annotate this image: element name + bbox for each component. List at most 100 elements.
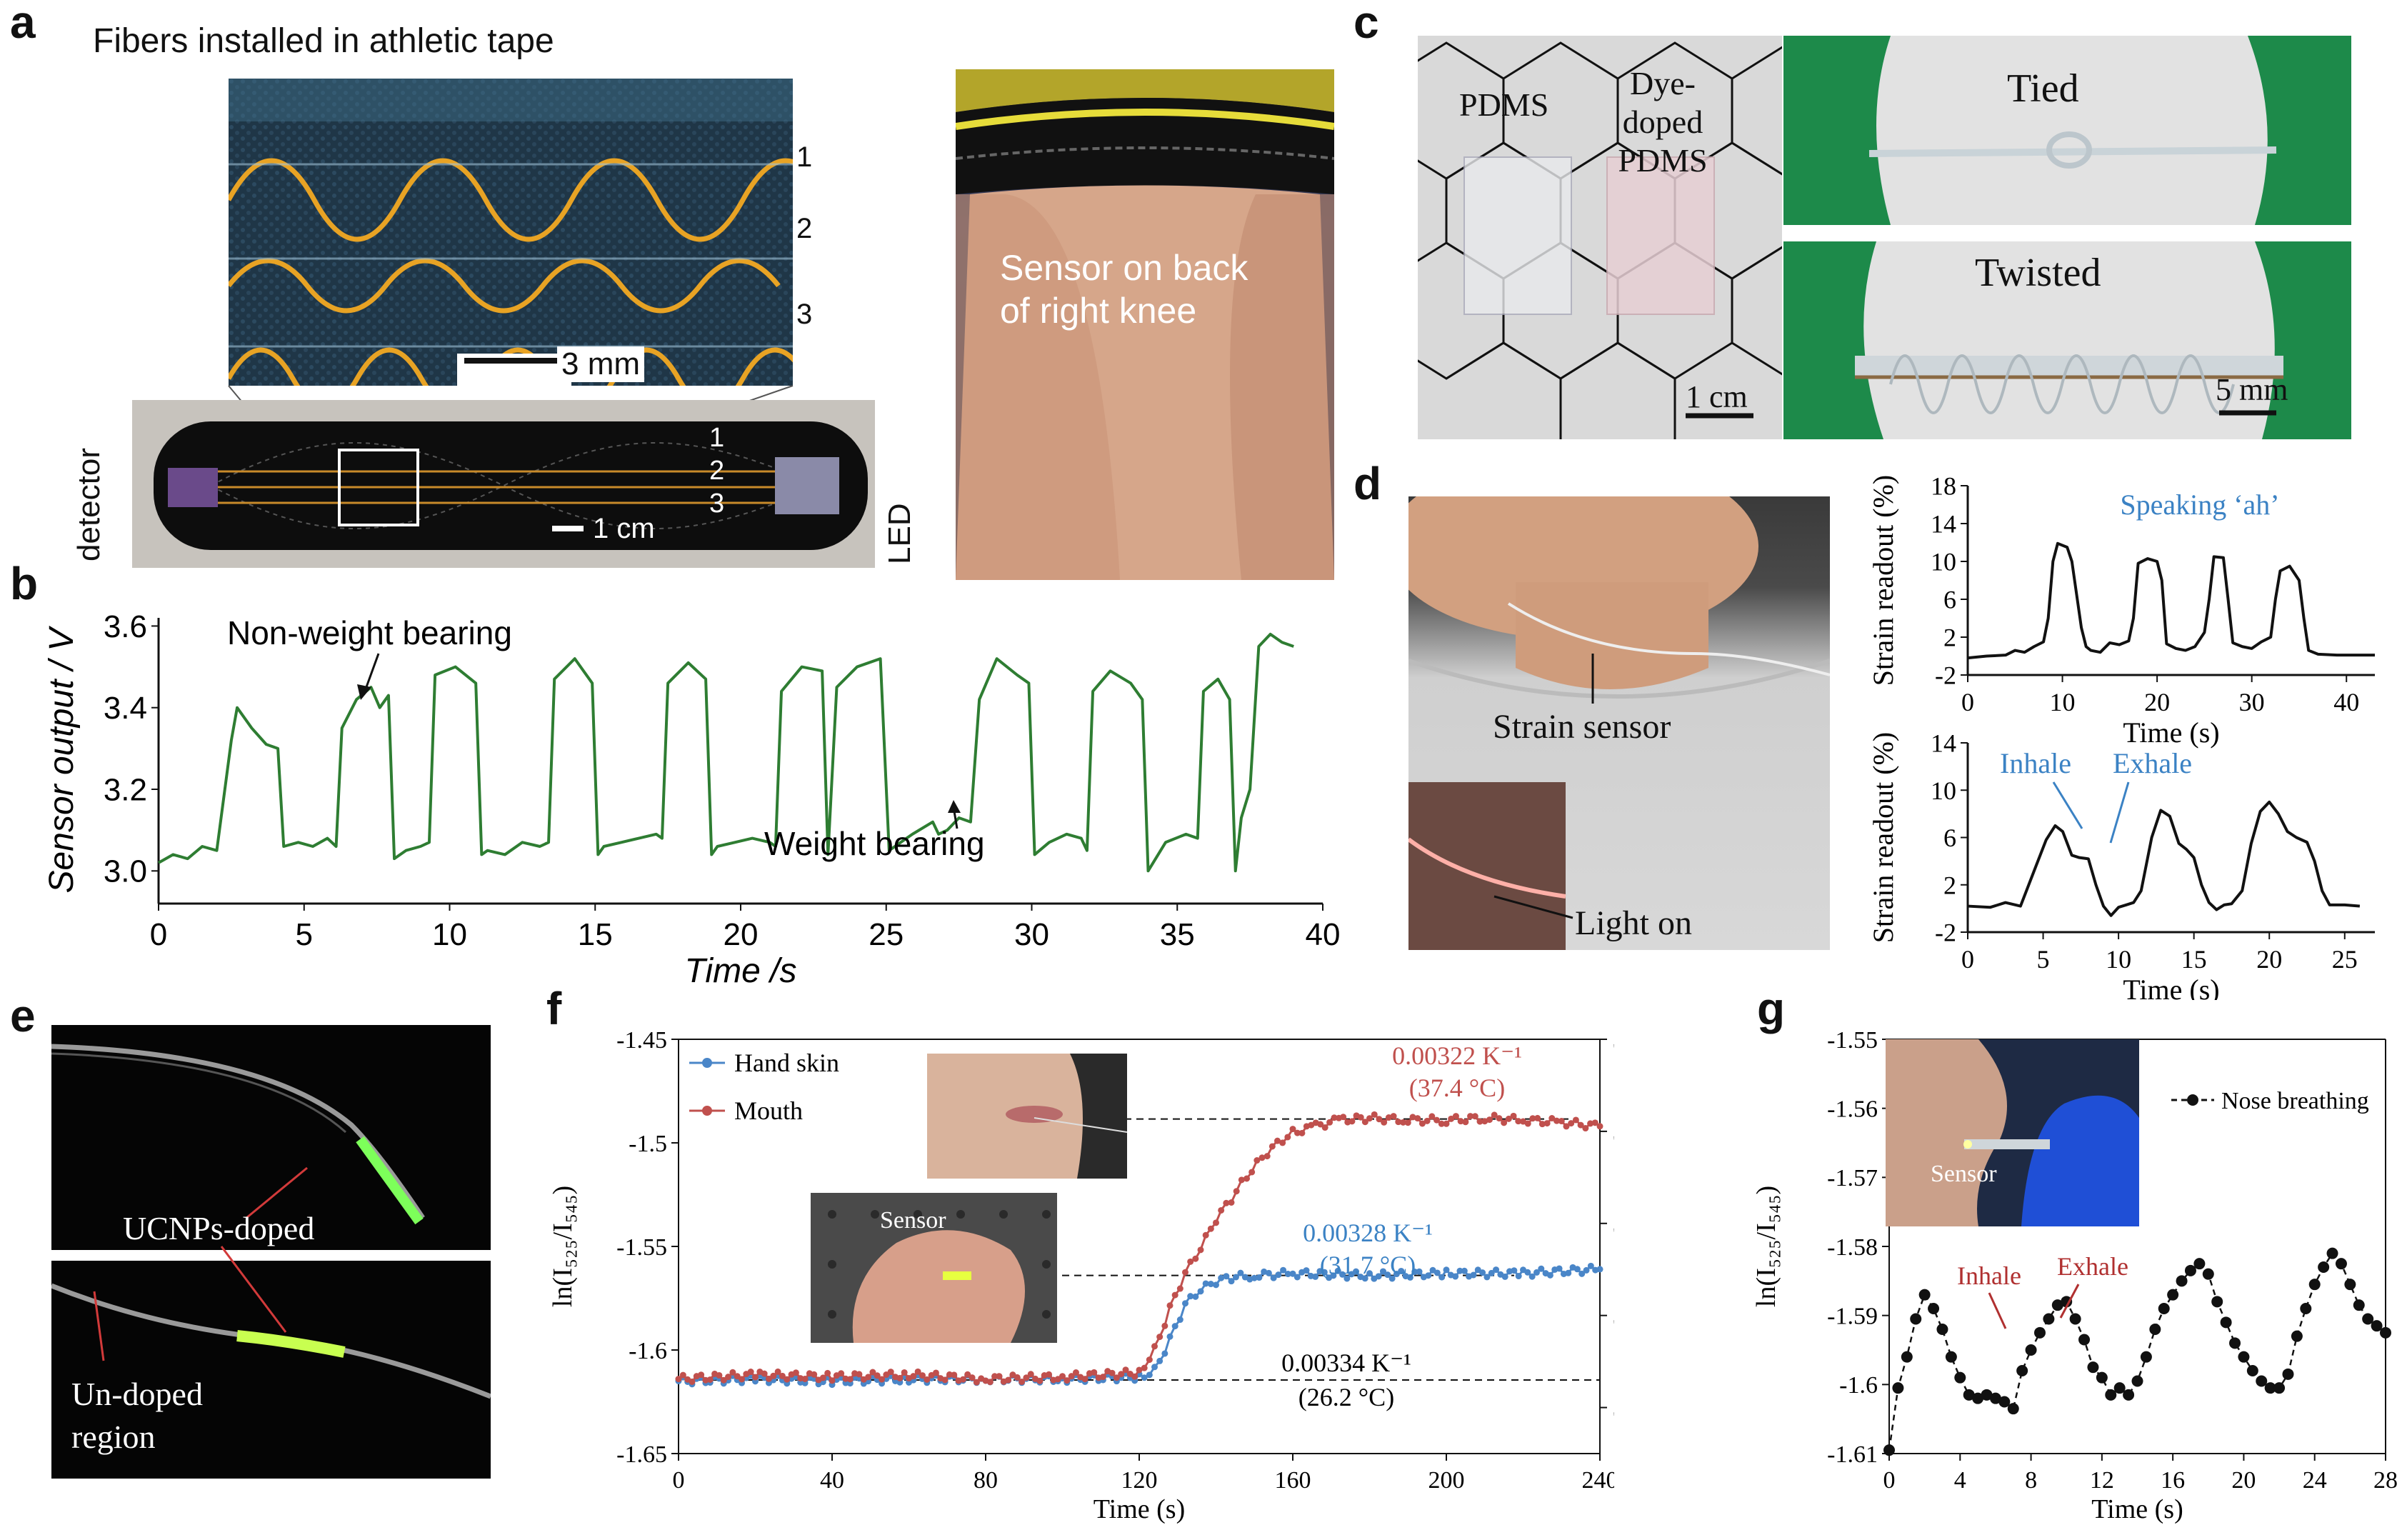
hand-skin-point	[1425, 1272, 1432, 1279]
nose-breathing-point	[2291, 1330, 2303, 1342]
mouth-point	[1136, 1366, 1143, 1374]
annotation-mouth-temp: (37.4 °C)	[1409, 1074, 1505, 1102]
hand-skin-point	[1375, 1273, 1382, 1280]
nose-breathing-point	[2087, 1361, 2099, 1374]
y-axis-label: ln(I₅₂₅/I₅₄₅)	[548, 1186, 578, 1307]
mouth-point	[1243, 1175, 1250, 1182]
x-tick-label: 28	[2373, 1467, 2398, 1494]
nose-breathing-point	[1936, 1324, 1948, 1335]
hand-skin-point	[1416, 1268, 1423, 1275]
legend-marker-hand	[702, 1058, 712, 1068]
hand-skin-point	[1411, 1268, 1418, 1275]
nose-breathing-point	[2229, 1337, 2241, 1349]
mouth-point	[959, 1376, 966, 1383]
mouth-point	[1187, 1258, 1194, 1265]
hand-skin-point	[1515, 1273, 1522, 1280]
nose-breathing-point	[1892, 1382, 1904, 1394]
x-tick-label: 30	[2239, 688, 2265, 716]
mouth-point	[1166, 1302, 1174, 1309]
mouth-point	[734, 1373, 741, 1380]
y-tick-label: -1.6	[1839, 1372, 1878, 1399]
nose-breathing-point	[2105, 1389, 2117, 1401]
x-tick-label: 8	[2025, 1467, 2037, 1494]
y-tick-label: -1.61	[1827, 1441, 1878, 1468]
mouth-point	[924, 1376, 931, 1383]
mouth-point	[1151, 1343, 1158, 1350]
x-tick-label: 0	[1883, 1467, 1896, 1494]
nose-breathing-point	[2158, 1303, 2170, 1314]
mouth-point	[1587, 1120, 1594, 1127]
mouth-point	[1510, 1112, 1517, 1119]
hand-skin-point	[1237, 1269, 1244, 1276]
mouth-point	[1395, 1119, 1402, 1126]
mouth-point	[1059, 1373, 1066, 1380]
sensor-output-line	[158, 632, 1294, 873]
y2-tick-label: 3.227	[1613, 1119, 1614, 1146]
nose-breathing-point	[1910, 1313, 1922, 1325]
hand-skin-point	[1213, 1281, 1219, 1289]
x-tick-label: 16	[2161, 1467, 2185, 1494]
mouth-point	[1486, 1116, 1493, 1124]
hand-skin-point	[1456, 1267, 1463, 1274]
hand-skin-point	[1197, 1288, 1204, 1295]
annotation-inhale: Inhale	[2000, 747, 2071, 779]
light-on-label: Light on	[1575, 904, 1692, 942]
knee-photo	[956, 69, 1334, 580]
y-tick-label: 2	[1943, 871, 1956, 899]
dye-doped-label: Dye-doped PDMS	[1618, 65, 1708, 179]
annotation-exhale: Exhale	[2057, 1252, 2128, 1281]
nose-breathing-point	[2335, 1258, 2347, 1270]
panel-label-e: e	[10, 990, 36, 1041]
mouth-point	[706, 1376, 714, 1383]
mouth-point	[910, 1373, 917, 1380]
mouth-point	[896, 1374, 904, 1381]
nose-breathing-point	[2282, 1368, 2294, 1380]
tape-num-1: 1	[709, 423, 725, 453]
mouth-point	[747, 1369, 754, 1376]
hand-skin-point	[1578, 1270, 1586, 1277]
x-tick-label: 200	[1428, 1467, 1465, 1494]
hand-skin-point	[1176, 1316, 1184, 1324]
nose-breathing-point	[1963, 1389, 1975, 1401]
y-axis-label: Sensor output / V	[43, 626, 81, 894]
mouth-point	[1118, 1371, 1125, 1378]
mouth-point	[1438, 1120, 1445, 1127]
knee-caption: Sensor on back of right knee	[1000, 248, 1248, 331]
annotation-speaking: Speaking ‘ah’	[2120, 489, 2279, 521]
mouth-point	[1023, 1374, 1030, 1381]
mouth-point	[1099, 1374, 1106, 1381]
annotation-hand-temp: (31.7 °C)	[1320, 1251, 1416, 1279]
hand-skin-point	[1433, 1269, 1441, 1276]
twisted-label: Twisted	[1975, 251, 2101, 295]
hand-skin-point	[1443, 1266, 1450, 1274]
mouth-point	[1348, 1118, 1356, 1125]
hand-skin-point	[1207, 1281, 1214, 1288]
ucnp-photo-bottom	[51, 1261, 491, 1479]
ucnp-photo-top	[51, 1025, 491, 1250]
mouth-point	[698, 1371, 705, 1379]
mouth-point	[824, 1369, 831, 1376]
hand-skin-point	[1166, 1333, 1174, 1340]
mouth-point	[675, 1376, 682, 1383]
mouth-point	[1591, 1119, 1598, 1126]
mouth-point	[1317, 1121, 1324, 1128]
mouth-point	[1577, 1121, 1584, 1129]
ucnp-pointer-lines	[93, 1166, 308, 1361]
mouth-point	[1218, 1206, 1225, 1214]
mouth-point	[689, 1378, 696, 1385]
mouth-point	[1340, 1114, 1347, 1121]
mouth-point	[1452, 1113, 1459, 1120]
y-tick-label: 14	[1931, 729, 1956, 758]
panel-label-d: d	[1353, 458, 1382, 509]
hand-photo	[811, 1193, 1057, 1343]
nose-breathing-point	[2193, 1258, 2206, 1270]
x-tick-label: 20	[2256, 945, 2282, 974]
scale-1cm-label: 1 cm	[1686, 379, 1748, 414]
annotation-non-weight-bearing: Non-weight bearing	[227, 614, 512, 651]
y-tick-label: -1.45	[616, 1027, 667, 1054]
x-tick-label: 0	[1961, 945, 1974, 974]
mouth-point	[1376, 1116, 1383, 1123]
mouth-point	[879, 1376, 886, 1383]
hand-skin-point	[1265, 1269, 1272, 1276]
mouth-point	[914, 1368, 921, 1375]
